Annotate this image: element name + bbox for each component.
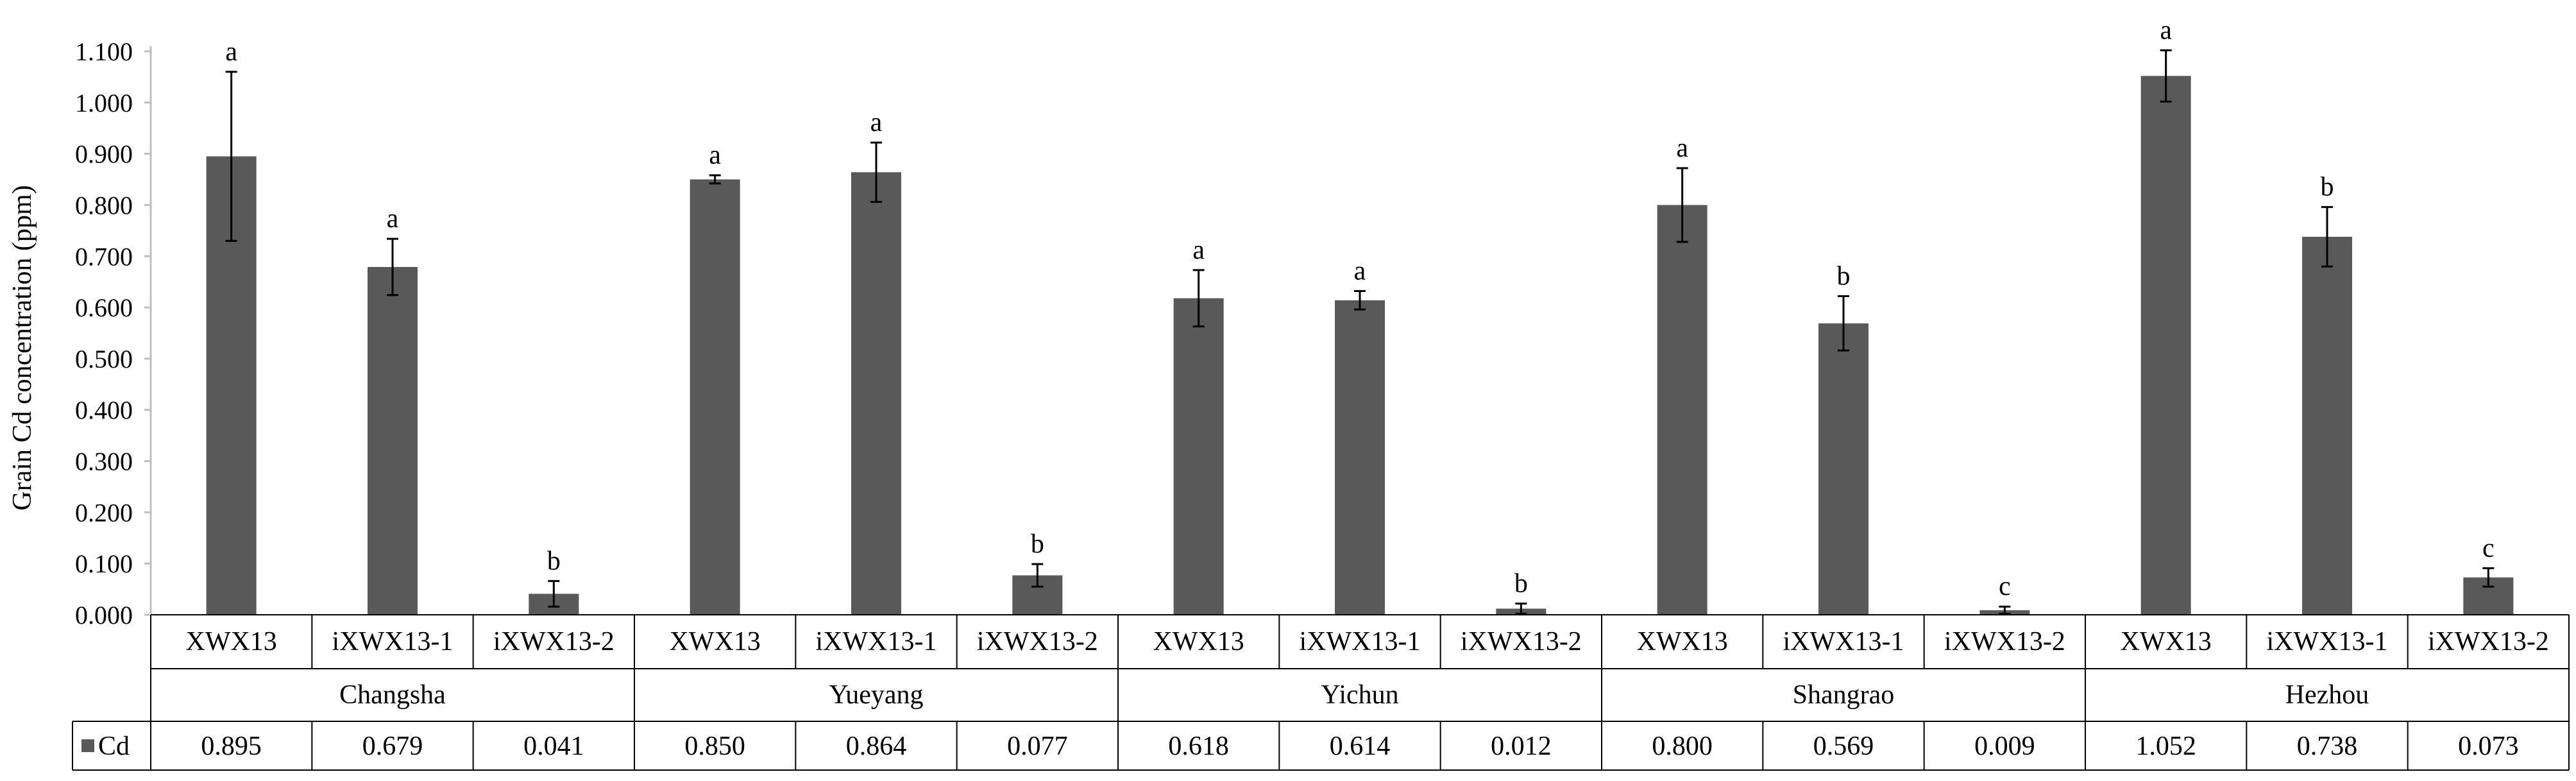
data-table-value: 0.864 [846,732,907,761]
y-tick-label: 0.600 [75,293,133,322]
category-label: iXWX13-1 [2267,627,2388,657]
data-table-value: 1.052 [2135,732,2196,761]
category-label: iXWX13-2 [1944,627,2065,657]
bar [368,267,418,615]
data-table-value: 0.800 [1652,732,1713,761]
y-tick-label: 0.400 [75,396,133,425]
bar [2140,76,2191,615]
category-label: XWX13 [186,627,277,657]
category-label: iXWX13-1 [1300,627,1421,657]
data-table-value: 0.895 [201,732,262,761]
y-tick-label: 0.000 [75,601,133,630]
significance-label: b [2321,173,2334,202]
y-tick-label: 0.300 [75,447,133,476]
y-tick-label: 1.000 [75,89,133,117]
y-tick-label: 0.500 [75,345,133,373]
bars-layer: a a b a a b a a b a b c a b c [206,15,2514,615]
bar [851,172,901,615]
legend-series-name: Cd [98,732,130,761]
significance-label: b [1514,569,1528,598]
category-label: iXWX13-1 [332,627,453,657]
y-tick-label: 0.200 [75,498,133,527]
bar [1657,205,1707,615]
group-label: Changsha [339,680,446,710]
category-label: iXWX13-2 [977,627,1098,657]
category-label: iXWX13-1 [1783,627,1904,657]
data-table: XWX13 iXWX13-1 iXWX13-2 XWX13 iXWX13-1 iXWX13… [72,614,2570,771]
data-table-value: 0.738 [2297,732,2358,761]
group-label: Yueyang [829,680,924,710]
data-table-value: 0.041 [523,732,584,761]
bar [1818,323,1868,615]
category-label: XWX13 [1153,627,1244,657]
data-table-value: 0.679 [362,732,423,761]
bar [1173,298,1224,615]
bar [690,179,740,615]
significance-label: a [1354,257,1366,286]
significance-label: c [2482,533,2495,563]
category-label: iXWX13-2 [2428,627,2549,657]
category-label: iXWX13-2 [1461,627,1582,657]
data-table-value: 0.009 [1974,732,2035,761]
data-table-value: 0.012 [1491,732,1552,761]
significance-label: c [1999,572,2011,601]
category-label: iXWX13-1 [816,627,937,657]
group-label: Shangrao [1793,680,1895,710]
data-table-value: 0.618 [1168,732,1229,761]
data-table-value: 0.569 [1813,732,1874,761]
bar [2302,236,2352,615]
axis-layer: 0.000 0.100 0.200 0.300 0.400 0.500 0.600 0.700… [75,37,152,630]
data-table-value: 0.073 [2458,732,2519,761]
y-tick-label: 0.900 [75,140,133,169]
group-label: Hezhou [2285,680,2369,710]
significance-label: a [387,204,399,234]
significance-label: a [1676,133,1688,163]
group-label: Yichun [1321,680,1398,710]
data-table-value: 0.077 [1007,732,1068,761]
significance-label: b [1031,529,1044,559]
y-tick-label: 0.800 [75,191,133,219]
y-axis-label: Grain Cd concentration (ppm) [8,185,37,510]
category-label: XWX13 [2121,627,2212,657]
significance-label: a [225,37,237,67]
category-label: XWX13 [670,627,761,657]
y-tick-label: 0.100 [75,549,133,578]
y-tick-label: 0.700 [75,242,133,271]
data-table-value: 0.614 [1330,732,1391,761]
bar [1335,300,1385,615]
significance-label: b [547,546,561,576]
significance-label: b [1837,262,1851,291]
legend-swatch [81,739,94,752]
category-label: XWX13 [1637,627,1728,657]
category-label: iXWX13-2 [493,627,614,657]
y-tick-label: 1.100 [75,37,133,66]
significance-label: a [870,108,883,137]
data-table-value: 0.850 [684,732,745,761]
significance-label: a [2160,15,2172,45]
significance-label: a [709,141,721,170]
significance-label: a [1192,236,1205,265]
